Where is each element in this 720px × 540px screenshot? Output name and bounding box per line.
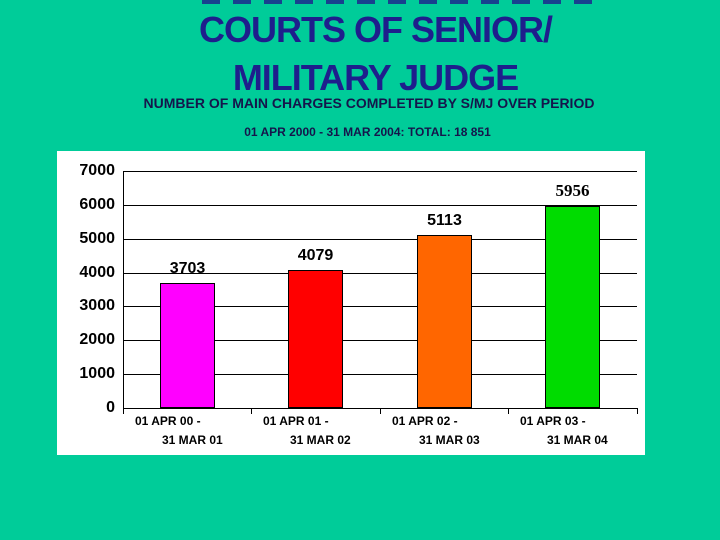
x-category-label: 01 APR 02 - 31 MAR 03 bbox=[380, 412, 509, 450]
bar-group-2002-03: 5113 bbox=[380, 171, 509, 408]
gridline-4000 bbox=[123, 273, 637, 274]
x-category-line-2: 31 MAR 03 bbox=[419, 433, 480, 447]
bar-value-label: 4079 bbox=[297, 246, 334, 264]
x-axis-tick bbox=[508, 408, 509, 414]
slide-title: COURTS OF SENIOR/ MILITARY JUDGE bbox=[31, 6, 720, 102]
slide-title-line-2: MILITARY JUDGE bbox=[232, 57, 519, 98]
y-axis-line bbox=[123, 171, 124, 408]
x-category-line-2: 31 MAR 01 bbox=[162, 433, 223, 447]
bar-value-label: 5113 bbox=[427, 211, 462, 229]
x-category-label: 01 APR 00 - 31 MAR 01 bbox=[123, 412, 252, 450]
bar-value-label: 3703 bbox=[169, 259, 206, 277]
x-category-line-1: 01 APR 00 - bbox=[135, 414, 201, 428]
bar-group-2001-02: 4079 bbox=[251, 171, 380, 408]
y-tick-label: 3000 bbox=[79, 297, 115, 314]
bar-value-label: 5956 bbox=[555, 181, 590, 201]
bar bbox=[545, 206, 600, 408]
chart-heading: NUMBER OF MAIN CHARGES COMPLETED BY S/MJ… bbox=[143, 95, 595, 111]
y-tick-label: 2000 bbox=[79, 331, 115, 348]
bar bbox=[288, 269, 343, 408]
bar-chart: 7000 6000 5000 4000 3000 2000 1000 0 370… bbox=[57, 151, 645, 455]
y-tick-label: 0 bbox=[106, 399, 115, 416]
y-tick-label: 6000 bbox=[79, 196, 115, 213]
x-category-line-1: 01 APR 03 - bbox=[520, 414, 586, 428]
x-category-line-1: 01 APR 02 - bbox=[392, 414, 458, 428]
gridline-3000 bbox=[123, 306, 637, 307]
bar-group-2003-04: 5956 bbox=[508, 171, 637, 408]
bar bbox=[417, 234, 472, 408]
x-category-label: 01 APR 01 - 31 MAR 02 bbox=[251, 412, 380, 450]
gridline-5000 bbox=[123, 239, 637, 240]
chart-period-total: 01 APR 2000 - 31 MAR 2004: TOTAL: 18 851 bbox=[244, 125, 491, 139]
x-category-line-2: 31 MAR 04 bbox=[547, 433, 608, 447]
gridline-6000 bbox=[123, 205, 637, 206]
y-tick-label: 1000 bbox=[79, 365, 115, 382]
x-axis-tick bbox=[251, 408, 252, 414]
clipped-text-artifact bbox=[202, 0, 594, 4]
x-category-label: 01 APR 03 - 31 MAR 04 bbox=[508, 412, 637, 450]
y-tick-label: 5000 bbox=[79, 230, 115, 247]
slide-title-line-1: COURTS OF SENIOR/ bbox=[198, 9, 553, 50]
y-tick-label: 4000 bbox=[79, 264, 115, 281]
bar bbox=[160, 282, 215, 408]
x-axis-tick bbox=[380, 408, 381, 414]
x-axis-tick bbox=[637, 408, 638, 414]
y-tick-label: 7000 bbox=[79, 162, 115, 179]
x-category-line-1: 01 APR 01 - bbox=[263, 414, 329, 428]
x-axis-tick bbox=[123, 408, 124, 414]
gridline-7000 bbox=[123, 171, 637, 172]
x-category-line-2: 31 MAR 02 bbox=[290, 433, 351, 447]
gridline-2000 bbox=[123, 340, 637, 341]
bar-group-2000-01: 3703 bbox=[123, 171, 252, 408]
gridline-1000 bbox=[123, 374, 637, 375]
